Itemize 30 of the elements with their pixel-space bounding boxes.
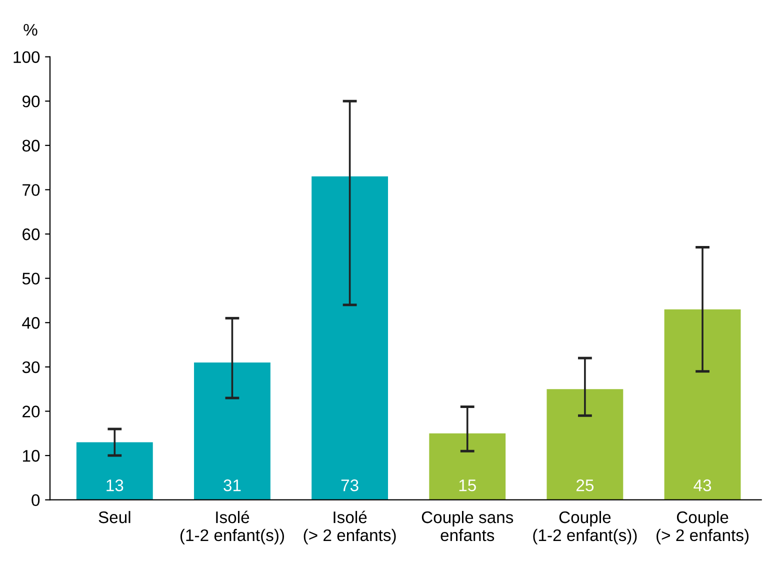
x-tick-label: Couple (> 2 enfants) bbox=[656, 510, 749, 544]
y-tick-label: 70 bbox=[22, 184, 40, 196]
y-tick-label: 50 bbox=[22, 272, 40, 285]
y-tick-label: 40 bbox=[22, 317, 40, 329]
bar bbox=[194, 362, 270, 500]
bar bbox=[312, 176, 388, 500]
y-tick-label: 10 bbox=[22, 450, 40, 462]
y-tick-label: 100 bbox=[14, 51, 40, 64]
data-label: 13 bbox=[106, 479, 124, 492]
bar bbox=[76, 442, 153, 500]
data-label: 73 bbox=[341, 479, 358, 492]
bar bbox=[429, 433, 506, 500]
y-tick-label: 20 bbox=[22, 406, 40, 418]
x-tick-label: Isolé (1-2 enfant(s)) bbox=[180, 510, 284, 544]
data-label: 25 bbox=[576, 479, 594, 492]
x-tick-label: Seul bbox=[98, 510, 130, 524]
y-tick-label: 80 bbox=[22, 140, 40, 152]
bar bbox=[664, 309, 741, 500]
x-tick-label: Couple (1-2 enfant(s)) bbox=[533, 510, 637, 544]
x-tick-label: Isolé (> 2 enfants) bbox=[304, 510, 396, 544]
x-tick-label: Couple sans enfants bbox=[422, 510, 514, 542]
data-label: 31 bbox=[224, 479, 241, 492]
y-axis-title: % bbox=[24, 24, 38, 36]
data-label: 43 bbox=[694, 479, 712, 492]
y-tick-label: 30 bbox=[22, 361, 40, 374]
y-tick-label: 0 bbox=[32, 494, 40, 506]
data-label: 15 bbox=[459, 480, 476, 492]
y-tick-label: 60 bbox=[22, 228, 40, 240]
y-tick-label: 90 bbox=[22, 96, 40, 108]
bar bbox=[546, 389, 624, 500]
